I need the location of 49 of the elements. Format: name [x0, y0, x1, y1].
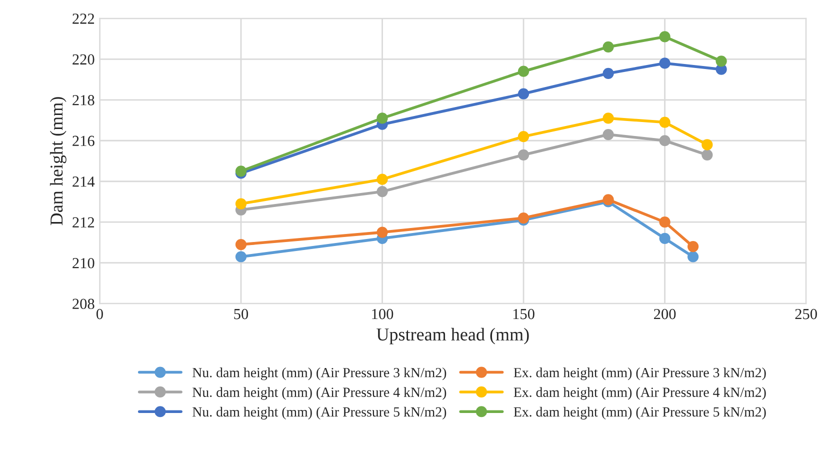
point: [688, 241, 699, 252]
point: [518, 149, 530, 160]
point: [376, 174, 388, 185]
legend-label: Ex. dam height (mm) (Air Pressure 5 kN/m2): [514, 406, 766, 420]
point: [518, 88, 530, 100]
point: [702, 149, 713, 160]
point: [602, 68, 614, 79]
legend-label: Ex. dam height (mm) (Air Pressure 4 kN/m2): [514, 387, 766, 400]
point: [518, 66, 530, 77]
x-tick-label: 150: [513, 308, 534, 320]
legend-label: Nu. dam height (mm) (Air Pressure 5 kN/m2): [192, 406, 446, 420]
point: [518, 212, 530, 224]
legend-label: Nu. dam height (mm) (Air Pressure 3 kN/m2): [192, 368, 446, 380]
y-tick-label: 218: [72, 95, 94, 106]
y-tick-label: 212: [72, 217, 94, 228]
point: [235, 251, 247, 262]
point: [376, 112, 388, 124]
x-tick-label: 100: [372, 308, 394, 320]
y-tick-label: 220: [72, 54, 94, 65]
y-axis-title: Dam height (mm): [50, 97, 66, 226]
point: [376, 186, 388, 198]
legend-label: Nu. dam height (mm) (Air Pressure 4 kN/m2): [192, 387, 446, 400]
point: [659, 58, 670, 69]
point: [702, 139, 713, 150]
point: [235, 198, 247, 210]
x-tick-label: 200: [654, 308, 676, 320]
legend-label: Ex. dam height (mm) (Air Pressure 3 kN/m2): [514, 368, 766, 380]
point: [602, 41, 614, 52]
y-tick-label: 214: [72, 176, 95, 187]
y-tick-label: 210: [72, 258, 94, 268]
point: [518, 131, 530, 142]
y-tick-label: 208: [72, 298, 94, 310]
point: [376, 226, 388, 238]
point: [235, 238, 247, 250]
point: [716, 56, 727, 67]
x-axis-title: Upstream head (mm): [376, 328, 529, 344]
point: [659, 232, 670, 244]
point: [659, 31, 670, 42]
x-tick-label: 50: [234, 308, 248, 320]
point: [659, 135, 670, 146]
x-tick-label: 250: [795, 308, 817, 320]
point: [688, 251, 699, 262]
x-tick-label: 0: [96, 308, 103, 320]
y-tick-label: 216: [72, 136, 94, 146]
y-tick-label: 222: [72, 14, 94, 24]
point: [659, 216, 670, 228]
point: [659, 116, 670, 128]
point: [602, 112, 614, 124]
point: [602, 128, 614, 140]
